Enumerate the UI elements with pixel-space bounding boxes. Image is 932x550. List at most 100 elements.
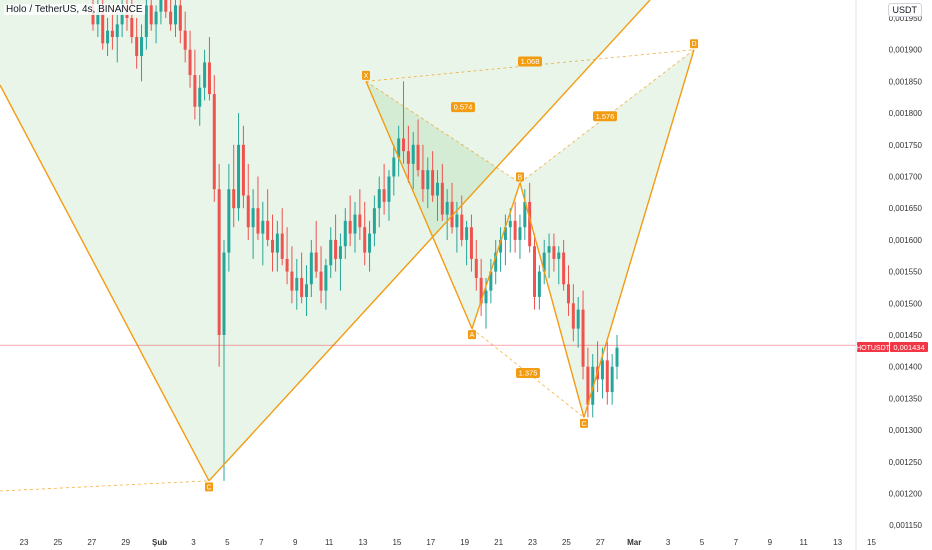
time-axis[interactable]: 23 25 27 29 Şub 3 5 7 9 11 13 15 17 19 21 23 25 27 Mar 3 5 7 9… bbox=[20, 538, 877, 547]
candle-body bbox=[130, 18, 134, 38]
candle-body bbox=[329, 239, 333, 266]
candle-body bbox=[402, 138, 406, 152]
point-label-b[interactable]: B bbox=[518, 174, 523, 181]
candle-body bbox=[615, 347, 619, 367]
candle-body bbox=[212, 94, 216, 190]
candle-body bbox=[474, 258, 478, 278]
ratio-label: 1.576 bbox=[596, 112, 615, 121]
candle-body bbox=[300, 277, 304, 297]
time-tick-label: 9 bbox=[768, 538, 773, 547]
candle-body bbox=[440, 182, 444, 215]
candle-body bbox=[411, 144, 415, 164]
candle-body bbox=[334, 239, 338, 259]
candle-body bbox=[275, 233, 279, 253]
candle-body bbox=[528, 201, 532, 247]
currency-selector[interactable]: USDT bbox=[887, 3, 922, 17]
candle-body bbox=[198, 87, 202, 107]
point-label-d[interactable]: D bbox=[691, 41, 696, 48]
candle-body bbox=[372, 208, 376, 234]
candle-body bbox=[115, 24, 119, 38]
price-tick-label: 0,001450 bbox=[889, 331, 923, 340]
candle-body bbox=[290, 271, 294, 291]
candle-body bbox=[513, 220, 517, 240]
price-tick-label: 0,001500 bbox=[889, 299, 923, 308]
ratio-label: 0.574 bbox=[454, 103, 473, 112]
candle-body bbox=[217, 189, 221, 335]
candle-body bbox=[207, 62, 211, 95]
time-tick-label: 3 bbox=[666, 538, 671, 547]
price-tag-bg bbox=[890, 342, 928, 352]
point-label-bg[interactable] bbox=[516, 172, 524, 182]
current-price-tag: HOTUSDT 0,001434 bbox=[856, 342, 928, 352]
time-tick-label: 11 bbox=[325, 538, 334, 547]
point-label-bg[interactable] bbox=[690, 39, 698, 49]
prior-leg-line bbox=[0, 84, 210, 482]
time-tick-label: 13 bbox=[833, 538, 842, 547]
price-tick-label: 0,001700 bbox=[889, 173, 923, 182]
candle-body bbox=[576, 309, 580, 329]
point-label-bg[interactable] bbox=[580, 418, 588, 428]
price-tick-label: 0,001800 bbox=[889, 109, 923, 118]
prior-leg-line bbox=[208, 0, 651, 482]
time-tick-label: 15 bbox=[392, 538, 401, 547]
ratio-label-bg bbox=[516, 368, 540, 379]
candle-body bbox=[503, 227, 507, 240]
candle-body bbox=[140, 37, 144, 57]
prior-guide-line bbox=[0, 480, 210, 492]
price-tick-label: 0,001600 bbox=[889, 236, 923, 245]
price-tick-label: 0,001150 bbox=[889, 521, 922, 530]
candle-body bbox=[571, 303, 575, 329]
candle-body bbox=[338, 246, 342, 259]
candle-body bbox=[178, 5, 182, 31]
candle-body bbox=[159, 0, 163, 12]
candle-body bbox=[154, 11, 158, 25]
leg-cd bbox=[583, 49, 695, 418]
candle-body bbox=[164, 0, 168, 12]
time-tick-label: 23 bbox=[20, 538, 29, 547]
candle-body bbox=[363, 227, 367, 253]
point-label-a[interactable]: A bbox=[470, 332, 475, 339]
price-axis[interactable]: 0,001200 0,001250 0,001300 0,001350 0,001400… bbox=[889, 14, 923, 530]
time-tick-label: 17 bbox=[426, 538, 435, 547]
candle-body bbox=[101, 11, 105, 44]
symbol-title[interactable]: Holo / TetherUS, 4s, BINANCE bbox=[4, 4, 145, 15]
price-tick-label: 0,001200 bbox=[889, 490, 923, 499]
candle-body bbox=[96, 11, 100, 25]
candle-body bbox=[435, 182, 439, 196]
point-label-x[interactable]: X bbox=[364, 73, 369, 80]
symbol-tag-text: HOTUSDT bbox=[856, 345, 891, 352]
harmonic-pattern[interactable]: 0.574 1.375 1.576 1.068 X A B C D C bbox=[0, 0, 698, 492]
candle-body bbox=[450, 201, 454, 228]
point-label-prior-c[interactable]: C bbox=[206, 484, 211, 491]
time-tick-label: Mar bbox=[627, 538, 641, 547]
candle-body bbox=[183, 30, 187, 50]
candle-body bbox=[232, 189, 236, 209]
candle-body bbox=[600, 360, 604, 380]
candle-body bbox=[358, 214, 362, 228]
candle-body bbox=[343, 220, 347, 247]
candle-body bbox=[421, 170, 425, 190]
ratio-label-bg bbox=[593, 111, 617, 122]
candle-body bbox=[489, 271, 493, 291]
candle-body bbox=[605, 360, 609, 393]
time-tick-label: 19 bbox=[460, 538, 469, 547]
ratio-label: 1.068 bbox=[521, 57, 540, 66]
candle-body bbox=[484, 290, 488, 304]
point-label-bg[interactable] bbox=[362, 70, 370, 80]
candle-body bbox=[581, 309, 585, 367]
candle-body bbox=[261, 220, 265, 234]
candle-body bbox=[295, 277, 299, 291]
candle-body bbox=[144, 5, 148, 38]
point-label-c[interactable]: C bbox=[581, 421, 586, 428]
candle-body bbox=[280, 233, 284, 259]
point-label-bg[interactable] bbox=[205, 482, 213, 492]
candle-body bbox=[193, 75, 197, 107]
point-label-bg[interactable] bbox=[468, 330, 476, 340]
candle-body bbox=[188, 49, 192, 76]
candle-body bbox=[455, 214, 459, 228]
time-tick-label: 21 bbox=[494, 538, 503, 547]
candle-body bbox=[135, 37, 139, 57]
candle-body bbox=[241, 144, 245, 196]
candle-body bbox=[348, 220, 352, 234]
